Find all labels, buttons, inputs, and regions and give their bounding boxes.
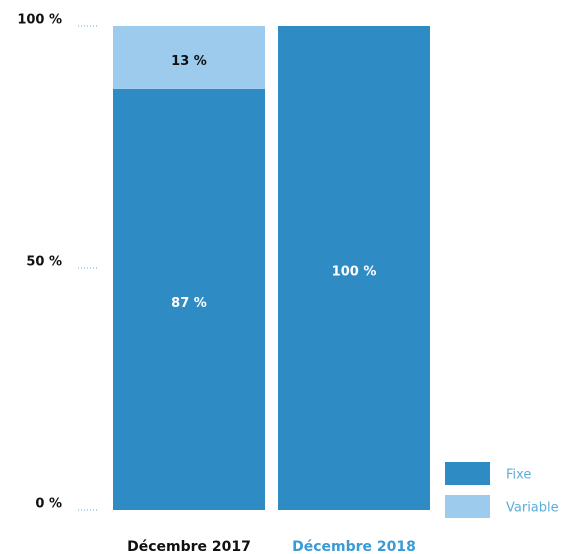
legend-label: Variable bbox=[506, 501, 559, 516]
value-label: 87 % bbox=[171, 296, 207, 311]
bar-segment bbox=[113, 26, 265, 89]
y-tick-label: 50 % bbox=[26, 255, 62, 270]
bar-segment bbox=[278, 26, 430, 510]
value-label: 13 % bbox=[171, 54, 207, 69]
y-tick-label: 100 % bbox=[17, 13, 62, 28]
bar-segment bbox=[113, 88, 265, 511]
legend-label: Fixe bbox=[506, 468, 531, 483]
y-tick-label: 0 % bbox=[35, 497, 62, 512]
legend-swatch bbox=[445, 462, 490, 485]
value-label: 100 % bbox=[332, 265, 377, 280]
x-tick-label: Décembre 2017 bbox=[127, 539, 251, 554]
legend-swatch bbox=[445, 495, 490, 518]
x-tick-label: Décembre 2018 bbox=[292, 539, 416, 554]
